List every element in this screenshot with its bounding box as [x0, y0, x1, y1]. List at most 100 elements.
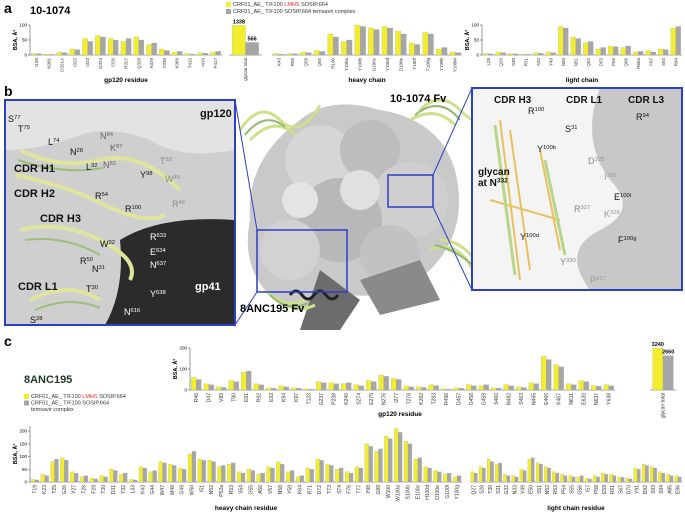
label-sup: 87: [116, 144, 123, 150]
x-tick-label: R327: [124, 58, 129, 69]
bar: [663, 49, 669, 56]
label-sup: 54: [102, 192, 109, 198]
bar: [191, 377, 197, 391]
bar: [553, 364, 559, 391]
structure-label: glycan: [478, 167, 510, 178]
label-sup: 100b: [543, 145, 556, 151]
label-text: R: [574, 204, 581, 214]
structure-label: K87: [110, 143, 123, 153]
bar: [583, 381, 589, 391]
bar: [495, 51, 501, 56]
bar: [358, 467, 363, 483]
bar: [416, 386, 422, 391]
x-tick-label: R46: [194, 393, 200, 402]
x-axis-title: light chain residue: [547, 505, 605, 512]
bar: [138, 466, 144, 483]
x-tick-label: K43: [140, 485, 146, 494]
label-sup: 74: [53, 138, 60, 144]
x-tick-label: E93: [269, 393, 275, 402]
x-tick-label: N301: [47, 58, 52, 69]
bar: [221, 387, 227, 391]
bar: [563, 475, 568, 483]
label-text: Y: [537, 144, 543, 154]
bar: [500, 52, 506, 56]
structure-label: CDR L1: [18, 281, 58, 293]
bar: [266, 466, 271, 483]
x-tick-label: V57: [268, 485, 274, 494]
y-tick-label: 100: [19, 23, 27, 28]
x-tick-label: G49: [180, 485, 186, 495]
bar: [596, 386, 602, 391]
bar: [436, 48, 442, 56]
x-axis-title: heavy chain residue: [215, 505, 278, 512]
x-tick-label: K389: [175, 58, 180, 69]
bar: [69, 48, 75, 56]
bar: [670, 27, 676, 56]
bar: [123, 472, 128, 483]
bar: [503, 384, 509, 391]
label-text: CDR H1: [14, 163, 55, 175]
bar: [422, 32, 429, 56]
structure-label: Y638: [150, 289, 166, 299]
label-sup: 28: [77, 148, 84, 154]
x-tick-label: R53: [229, 485, 235, 494]
bar: [563, 27, 569, 56]
bar: [319, 460, 324, 483]
x-tick-label: K97: [294, 393, 300, 402]
bar: [528, 382, 534, 391]
bar: [49, 54, 55, 56]
y-tick-label: 150: [19, 441, 27, 446]
x-tick-label: W50: [190, 485, 196, 496]
bar: [34, 479, 39, 483]
bar: [373, 29, 380, 56]
x-tick-label: R94: [673, 58, 678, 67]
bar: [346, 382, 352, 391]
bar: [483, 384, 489, 391]
x-tick-label: Y49: [521, 485, 527, 494]
bar: [70, 471, 75, 483]
label-text: N: [150, 260, 157, 270]
bar: [483, 53, 489, 56]
x-tick-label: K240: [344, 393, 350, 405]
x-tick-label: L33: [131, 485, 137, 494]
label-sup: 28: [36, 316, 43, 322]
bar: [566, 383, 572, 391]
label-sup: 75: [24, 125, 31, 131]
label-text: F: [618, 235, 624, 245]
label-sup: 45: [174, 175, 181, 181]
bar: [541, 356, 547, 391]
bar: [381, 26, 388, 56]
bar: [625, 45, 631, 56]
bar: [36, 53, 42, 56]
x-tick-label: F29: [91, 485, 97, 494]
y-tick-label: 100: [19, 454, 27, 459]
bar: [378, 448, 383, 483]
bar: [677, 476, 682, 483]
x-tick-label: D47: [206, 393, 212, 402]
bar: [309, 469, 314, 483]
bar: [520, 53, 526, 56]
x-tick-label: Q27: [472, 485, 478, 495]
bar: [300, 51, 307, 56]
panel-title: 8ANC195: [24, 374, 72, 386]
x-tick-label: K23: [42, 485, 48, 494]
legend-label: temsavir complex: [31, 407, 74, 413]
bar: [570, 36, 576, 56]
x-tick-label: T73: [327, 485, 333, 494]
bar: [87, 41, 93, 56]
bar: [240, 472, 246, 483]
x-tick-label: Y100a: [344, 58, 349, 72]
x-tick-label: D100e: [435, 485, 441, 500]
bar: [159, 48, 165, 56]
bar: [374, 451, 379, 483]
x-tick-label: N611: [569, 393, 575, 405]
bar: [511, 475, 515, 483]
bar: [332, 36, 339, 56]
structure-label: D325: [588, 156, 604, 166]
bar: [246, 469, 252, 483]
label-sup: 332: [497, 178, 508, 185]
bar: [103, 476, 108, 483]
bar: [93, 478, 98, 483]
structure-label: N84: [100, 131, 114, 141]
structure-label: at N332: [478, 178, 508, 190]
